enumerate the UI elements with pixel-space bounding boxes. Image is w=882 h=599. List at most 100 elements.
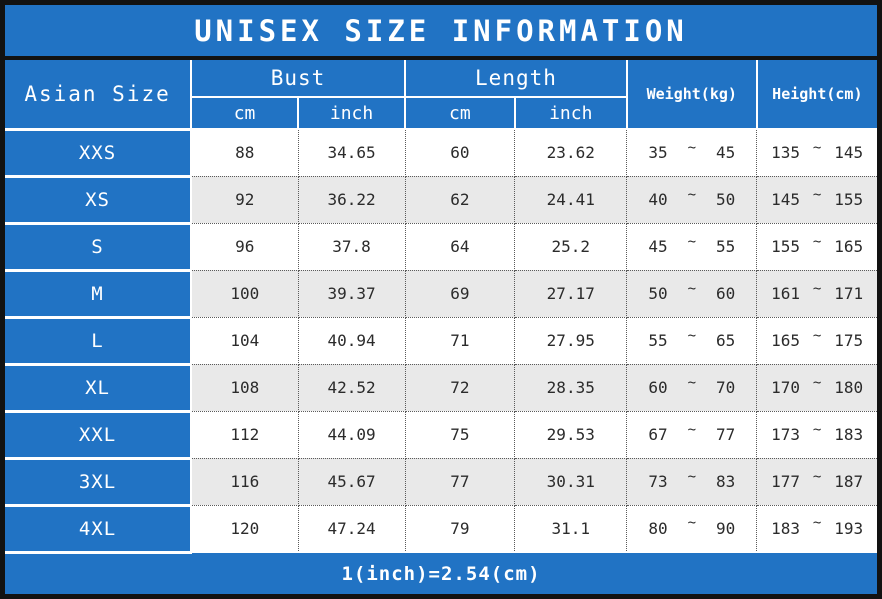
weight-min-value: 35 (648, 143, 668, 163)
bust-inch-value: 39.37 (297, 269, 406, 318)
tilde-separator: ~ (687, 327, 696, 344)
title-row: UNISEX SIZE INFORMATION (2, 2, 880, 60)
length-inch-value: 24.41 (514, 175, 628, 224)
table-row: XXS 88 34.65 60 23.62 35 ~45 135 ~145 (2, 127, 880, 178)
weight-range: 50 ~60 (626, 269, 758, 318)
table-row: M 100 39.37 69 27.17 50 ~60 161 ~171 (2, 268, 880, 319)
height-min-value: 173 (771, 425, 800, 444)
page-title: UNISEX SIZE INFORMATION (2, 2, 880, 60)
bust-inch-value: 47.24 (297, 504, 406, 553)
tilde-separator: ~ (812, 515, 822, 532)
header-row-units: cm inch cm inch (3, 96, 880, 130)
height-max-value: 180 (834, 378, 864, 397)
tilde-separator: ~ (812, 233, 822, 250)
length-cm-value: 72 (404, 363, 516, 412)
tilde-separator: ~ (812, 139, 822, 156)
weight-range: 60 ~70 (626, 363, 758, 412)
weight-range: 55 ~65 (626, 316, 758, 365)
column-group-length: Length (404, 57, 628, 98)
height-min-value: 161 (771, 284, 800, 303)
tilde-separator: ~ (687, 421, 696, 438)
bust-cm-value: 96 (190, 222, 299, 271)
tilde-separator: ~ (687, 280, 696, 297)
height-max-value: 193 (834, 518, 864, 538)
length-inch-value: 23.62 (514, 128, 628, 177)
unit-header-length-cm: cm (404, 96, 516, 130)
tilde-separator: ~ (812, 374, 822, 391)
unit-header-length-inch: inch (513, 96, 628, 130)
weight-min-value: 67 (648, 425, 668, 444)
table-row: 4XL 120 47.24 79 31.1 80 ~90 183 ~193 (2, 503, 880, 554)
length-cm-value: 69 (404, 269, 516, 318)
height-min-value: 145 (771, 190, 800, 209)
weight-max-value: 60 (715, 284, 736, 303)
height-range: 145 ~155 (756, 175, 880, 224)
weight-min-value: 40 (648, 190, 668, 209)
height-max-value: 165 (834, 237, 864, 256)
tilde-separator: ~ (687, 233, 696, 250)
length-inch-value: 27.95 (514, 316, 628, 365)
column-header-asian-size: Asian Size (1, 57, 193, 130)
weight-max-value: 83 (715, 472, 736, 491)
length-cm-value: 77 (404, 457, 516, 506)
height-min-value: 170 (771, 378, 800, 397)
length-inch-value: 27.17 (514, 269, 628, 318)
tilde-separator: ~ (687, 374, 696, 391)
bust-cm-value: 116 (190, 457, 299, 506)
bust-cm-value: 108 (190, 363, 299, 412)
length-inch-value: 28.35 (514, 363, 628, 412)
height-range: 155 ~165 (756, 222, 880, 271)
bust-inch-value: 40.94 (297, 316, 406, 365)
tilde-separator: ~ (812, 468, 822, 485)
length-cm-value: 79 (404, 504, 516, 553)
tilde-separator: ~ (687, 515, 696, 532)
length-inch-value: 29.53 (514, 410, 628, 459)
size-label: XXS (2, 127, 193, 178)
weight-min-value: 55 (648, 331, 668, 350)
length-cm-value: 75 (404, 410, 516, 459)
length-inch-value: 30.31 (514, 457, 628, 506)
height-min-value: 165 (771, 331, 800, 350)
height-min-value: 183 (771, 518, 800, 538)
bust-inch-value: 45.67 (297, 457, 406, 506)
tilde-separator: ~ (687, 186, 696, 203)
bust-cm-value: 88 (190, 128, 299, 177)
tilde-separator: ~ (812, 186, 822, 203)
height-range: 183 ~193 (756, 504, 880, 553)
size-label: 4XL (2, 503, 193, 554)
height-range: 165 ~175 (756, 316, 880, 365)
size-label: XXL (2, 409, 193, 460)
table-row: 3XL 116 45.67 77 30.31 73 ~83 177 ~187 (2, 456, 880, 507)
unit-header-bust-inch: inch (297, 96, 407, 130)
height-range: 173 ~183 (756, 410, 880, 459)
tilde-separator: ~ (812, 421, 822, 438)
footer-row: 1(inch)=2.54(cm) (2, 551, 880, 596)
bust-cm-value: 100 (190, 269, 299, 318)
height-range: 161 ~171 (756, 269, 880, 318)
tilde-separator: ~ (687, 139, 696, 156)
bust-inch-value: 36.22 (297, 175, 406, 224)
table-row: XS 92 36.22 62 24.41 40 ~50 145 ~155 (2, 174, 880, 225)
height-min-value: 177 (771, 472, 800, 491)
size-label: 3XL (2, 456, 193, 507)
size-label: M (2, 268, 193, 319)
height-max-value: 175 (834, 331, 864, 350)
length-cm-value: 64 (404, 222, 516, 271)
unit-header-bust-cm: cm (190, 96, 300, 130)
table-row: XXL 112 44.09 75 29.53 67 ~77 173 ~183 (2, 409, 880, 460)
weight-range: 67 ~77 (626, 410, 758, 459)
height-max-value: 155 (834, 190, 864, 209)
column-group-bust: Bust (190, 57, 407, 98)
weight-min-value: 45 (648, 237, 668, 256)
bust-cm-value: 104 (190, 316, 299, 365)
table-row: L 104 40.94 71 27.95 55 ~65 165 ~175 (2, 315, 880, 366)
height-range: 170 ~180 (756, 363, 880, 412)
bust-cm-value: 92 (190, 175, 299, 224)
height-range: 135 ~145 (756, 128, 880, 177)
length-cm-value: 62 (404, 175, 516, 224)
weight-range: 45 ~55 (626, 222, 758, 271)
height-max-value: 187 (834, 472, 864, 491)
weight-min-value: 60 (648, 378, 668, 397)
weight-range: 35 ~45 (626, 128, 758, 177)
header-row-groups: Asian Size Bust Length Weight(kg) Height… (1, 57, 881, 130)
